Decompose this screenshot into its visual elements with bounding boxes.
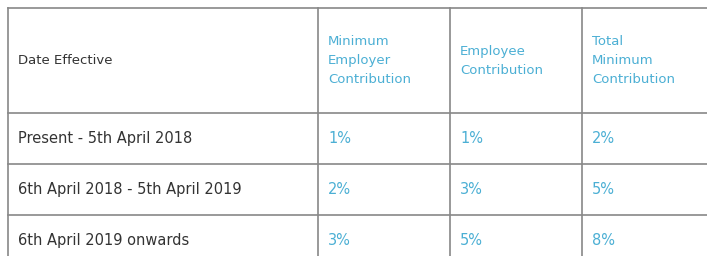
- Text: 2%: 2%: [328, 182, 351, 197]
- Text: Employee
Contribution: Employee Contribution: [460, 45, 543, 77]
- Text: Minimum
Employer
Contribution: Minimum Employer Contribution: [328, 35, 411, 86]
- Text: Present - 5th April 2018: Present - 5th April 2018: [18, 131, 192, 146]
- Text: 2%: 2%: [592, 131, 615, 146]
- Text: 5%: 5%: [460, 233, 483, 248]
- Text: 8%: 8%: [592, 233, 615, 248]
- Text: 1%: 1%: [328, 131, 351, 146]
- Text: Date Effective: Date Effective: [18, 54, 112, 67]
- Text: 5%: 5%: [592, 182, 615, 197]
- Text: 6th April 2019 onwards: 6th April 2019 onwards: [18, 233, 189, 248]
- Text: 6th April 2018 - 5th April 2019: 6th April 2018 - 5th April 2019: [18, 182, 242, 197]
- Text: 3%: 3%: [328, 233, 351, 248]
- Text: Total
Minimum
Contribution: Total Minimum Contribution: [592, 35, 675, 86]
- Text: 3%: 3%: [460, 182, 483, 197]
- Text: 1%: 1%: [460, 131, 483, 146]
